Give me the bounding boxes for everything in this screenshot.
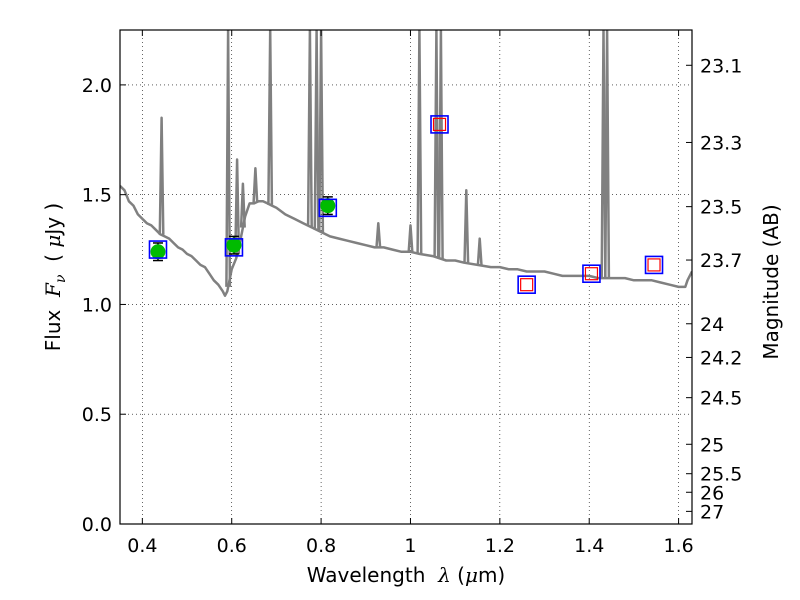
x-tick-label: 0.6 [217, 535, 247, 557]
y2-tick-label: 23.5 [700, 197, 742, 219]
model-photometry-box [517, 275, 536, 294]
emission-line [252, 167, 259, 203]
nir-open-point [520, 278, 534, 292]
y-tick-label: 2.0 [82, 75, 112, 97]
observed-point [320, 198, 336, 214]
x-axis: 0.4 0.6 0.8 1 1.2 1.4 1.6 [127, 30, 694, 557]
y-tick-label: 1.0 [82, 294, 112, 316]
y-axis-left: 0.0 0.5 1.0 1.5 2.0 [82, 75, 126, 536]
photometry-points [148, 115, 664, 294]
emission-line [225, 30, 232, 287]
model-photometry-box [148, 240, 168, 259]
y2-tick-label: 26 [700, 482, 724, 504]
emission-line [437, 30, 444, 259]
y-axis-label: Flux Fν ( μJy ) [41, 203, 69, 351]
model-photometry-box [644, 255, 664, 275]
y2-tick-label: 23.3 [700, 132, 742, 154]
emission-line [318, 30, 325, 233]
x-tick-label: 0.4 [127, 535, 157, 557]
x-axis-label: Wavelength λ (μm) [307, 563, 506, 587]
nir-open-point [647, 258, 661, 272]
y2-tick-label: 27 [700, 501, 724, 523]
plot-frame [119, 29, 693, 525]
nir-open-point [432, 117, 447, 132]
x-tick-label: 1 [404, 535, 416, 557]
y2-tick-label: 24 [700, 314, 724, 336]
emission-line [433, 30, 440, 258]
observed-point [150, 244, 166, 260]
nir-open-point [584, 267, 599, 281]
model-photometry-box [224, 238, 244, 257]
x-tick-label: 1.6 [663, 535, 693, 557]
emission-line [239, 182, 246, 228]
y-tick-label: 1.5 [82, 185, 112, 207]
x-tick-label: 0.8 [306, 535, 336, 557]
y2-axis-label: Magnitude (AB) [759, 204, 783, 359]
x-tick-label: 1.2 [485, 535, 515, 557]
emission-line [234, 158, 241, 255]
y2-tick-label: 23.1 [700, 55, 742, 77]
emission-line [306, 30, 313, 227]
model-photometry-box [430, 115, 449, 134]
emission-line [267, 30, 274, 205]
x-tick-label: 1.4 [574, 535, 604, 557]
y-tick-label: 0.5 [82, 404, 112, 426]
plot-area [120, 30, 692, 297]
model-photometry-box [582, 264, 601, 284]
emission-line [407, 224, 414, 252]
emission-lines [158, 30, 611, 287]
y2-tick-label: 24.2 [700, 347, 742, 369]
y2-tick-label: 24.5 [700, 388, 742, 410]
y-tick-label: 0.0 [82, 514, 112, 536]
emission-line [416, 30, 423, 254]
y2-tick-label: 23.7 [700, 250, 742, 272]
y2-tick-label: 25.5 [700, 464, 742, 486]
emission-line [313, 30, 320, 230]
emission-line [476, 237, 483, 266]
model-photometry-box [318, 198, 338, 218]
emission-line [158, 116, 165, 235]
emission-line [375, 221, 382, 248]
emission-line [604, 30, 611, 279]
emission-line [463, 189, 470, 264]
observed-point [226, 237, 242, 253]
y2-tick-label: 25 [700, 434, 724, 456]
